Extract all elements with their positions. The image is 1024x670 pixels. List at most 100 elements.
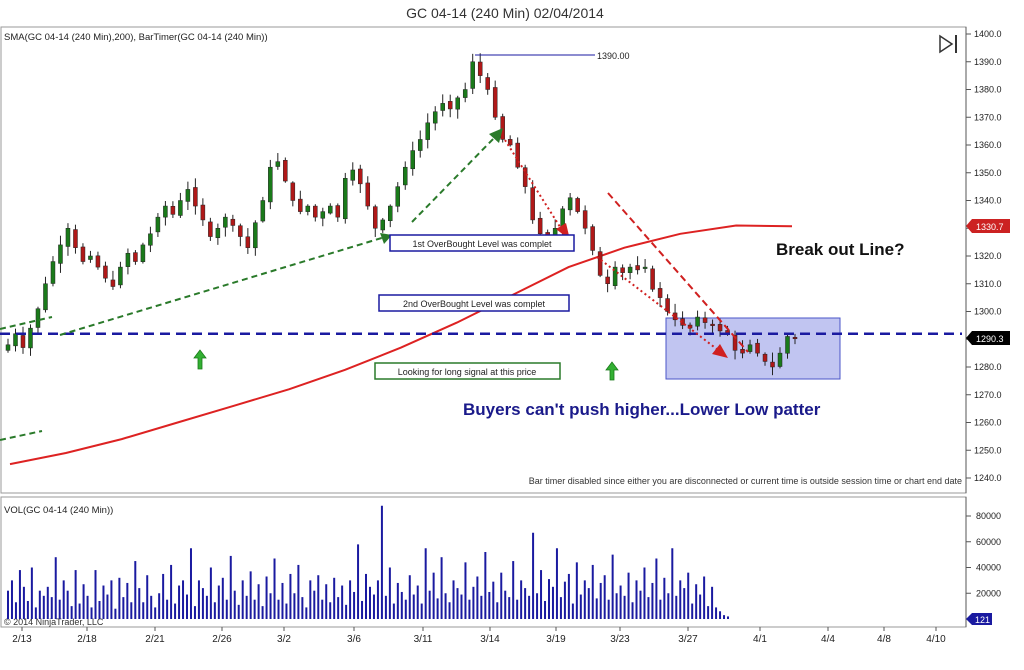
candle-up: [5, 344, 11, 351]
candle-down: [597, 251, 603, 276]
candle-down: [530, 187, 535, 221]
candle-up: [410, 150, 415, 170]
candle-up: [163, 205, 168, 218]
candle-down: [687, 324, 693, 329]
candle-down: [582, 210, 588, 229]
volume-bars: [7, 505, 729, 619]
time-tick-label: 4/10: [926, 634, 946, 645]
bar-timer-message: Bar timer disabled since either you are …: [529, 476, 962, 486]
candle-down: [657, 288, 663, 298]
candle-up: [388, 205, 393, 221]
sma-value-label: 1330.7: [976, 222, 1004, 232]
green-dashed-left-upper: [0, 316, 53, 330]
candle-up: [43, 283, 48, 311]
candle-down: [717, 324, 723, 332]
candle-down: [230, 218, 236, 226]
price-tick-label: 1250.0: [974, 445, 1002, 455]
price-tick-label: 1360.0: [974, 140, 1002, 150]
candle-down: [605, 276, 610, 285]
price-tick-label: 1320.0: [974, 251, 1002, 261]
volume-axis: 20000 40000 60000 80000: [966, 511, 1001, 598]
candle-down: [500, 116, 505, 140]
copyright-label: © 2014 NinjaTrader, LLC: [4, 617, 104, 627]
red-dashed-channel: [607, 192, 749, 353]
price-panel-label: SMA(GC 04-14 (240 Min),200), BarTimer(GC…: [4, 32, 268, 43]
candle-down: [492, 87, 498, 118]
candle-up: [395, 186, 401, 207]
candle-up: [125, 252, 131, 267]
volume-value-tag: 121: [966, 613, 992, 625]
volume-panel-label: VOL(GC 04-14 (240 Min)): [4, 505, 113, 516]
candle-down: [365, 182, 371, 207]
candle-down: [650, 268, 655, 290]
candle-up: [432, 111, 438, 124]
candle-up: [470, 61, 475, 89]
candle-up: [343, 178, 348, 220]
green-dashed-trend-1: [59, 236, 386, 336]
candle-down: [298, 198, 303, 212]
time-tick-label: 3/23: [610, 634, 630, 645]
candle-up: [178, 200, 183, 216]
sma-value-tag: 1330.7: [966, 219, 1010, 233]
overbought-2-text: 2nd OverBought Level was complet: [403, 299, 546, 309]
price-tick-label: 1270.0: [974, 390, 1002, 400]
candle-down: [103, 265, 108, 279]
time-tick-label: 3/27: [678, 634, 698, 645]
volume-tick-label: 40000: [976, 563, 1001, 573]
candle-down: [507, 139, 513, 146]
candle-down: [313, 205, 318, 218]
candle-down: [485, 77, 490, 90]
candle-down: [238, 225, 243, 237]
candle-down: [620, 267, 625, 273]
candle-down: [20, 335, 26, 348]
chart-title: GC 04-14 (240 Min) 02/04/2014: [406, 5, 604, 21]
candle-up: [380, 219, 386, 231]
breakout-note: Break out Line?: [776, 240, 904, 259]
candle-down: [95, 255, 101, 268]
candle-down: [702, 317, 708, 323]
candle-up: [58, 244, 63, 264]
candle-down: [80, 246, 86, 262]
price-tick-label: 1380.0: [974, 85, 1002, 95]
candle-up: [155, 216, 161, 233]
candle-down: [710, 323, 715, 326]
price-tick-label: 1260.0: [974, 418, 1002, 428]
candle-up: [695, 316, 700, 327]
price-panel: [0, 26, 967, 494]
price-tick-label: 1280.0: [974, 362, 1002, 372]
green-dashed-trend-2: [411, 134, 498, 223]
candle-down: [635, 265, 640, 271]
candle-up: [320, 211, 326, 219]
overbought-1-text: 1st OverBought Level was complet: [412, 239, 552, 249]
candle-up: [275, 161, 281, 167]
candle-up: [50, 261, 56, 284]
candle-up: [13, 333, 18, 347]
candle-up: [253, 222, 258, 249]
candle-down: [245, 236, 251, 248]
green-arrowhead-2: [489, 128, 503, 143]
red-dotted-decline-2: [596, 256, 719, 351]
green-arrowhead-1: [380, 233, 392, 244]
candle-up: [328, 205, 333, 214]
volume-tick-label: 80000: [976, 511, 1001, 521]
scroll-to-end-icon[interactable]: [939, 34, 957, 54]
price-axis: 1240.01250.01260.01270.01280.01290.01300…: [966, 29, 1002, 483]
sma-layer: [9, 224, 793, 466]
time-tick-label: 4/4: [821, 634, 835, 645]
candle-up: [28, 327, 33, 349]
long-signal-note: Looking for long signal at this price: [374, 362, 561, 380]
candle-up: [88, 255, 93, 260]
price-tick-label: 1400.0: [974, 29, 1002, 39]
candle-down: [110, 279, 116, 287]
candle-down: [447, 101, 453, 110]
time-tick-label: 2/18: [77, 634, 97, 645]
volume-tick-label: 60000: [976, 537, 1001, 547]
candle-up: [462, 89, 468, 98]
candle-up: [305, 205, 311, 212]
candle-down: [477, 61, 483, 76]
time-tick-label: 2/26: [212, 634, 232, 645]
candle-up: [642, 266, 648, 269]
price-tick-label: 1240.0: [974, 473, 1002, 483]
candle-up: [455, 97, 460, 110]
candle-up: [627, 266, 633, 273]
